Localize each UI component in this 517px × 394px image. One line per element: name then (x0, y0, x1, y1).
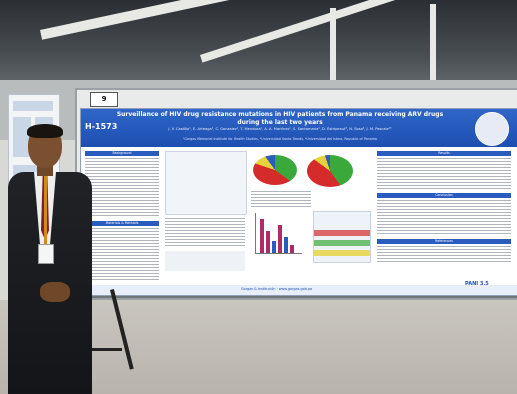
bar (272, 241, 276, 253)
section-heading-results: Results (377, 151, 511, 156)
bar (278, 225, 282, 253)
pani-logo: PANI 3.5 (465, 281, 489, 287)
poster-footer-text: Gorgas & Institución · www.gorgas.gob.pa (241, 287, 313, 291)
bar-chart (255, 213, 302, 254)
section-heading-background: Background (85, 151, 159, 156)
bar (260, 219, 264, 253)
materials-text (85, 228, 159, 280)
institution-logo-icon (475, 112, 509, 146)
table-notes (165, 218, 245, 248)
ceiling-beam (430, 4, 436, 89)
poster-column-2 (165, 151, 247, 271)
poster-footer: Gorgas & Institución · www.gorgas.gob.pa (81, 285, 517, 295)
figure-caption (251, 191, 311, 209)
poster-column-1: Background Materials & Methods (85, 151, 159, 280)
poster-title: Surveillance of HIV drug resistance muta… (116, 111, 444, 126)
poster-id: H-1573 (85, 122, 118, 131)
bar (290, 245, 294, 253)
presenter-lanyard (44, 176, 47, 246)
board-number-label: 9 1572 (90, 92, 118, 116)
background-text (85, 158, 159, 218)
poster-column-3 (251, 151, 371, 279)
pie-chart (253, 155, 297, 185)
easel-brace (72, 348, 122, 351)
section-heading-materials: Materials & Methods (85, 221, 159, 226)
results-table (165, 151, 247, 215)
section-heading-conclusion: Conclusion (377, 193, 511, 198)
poster-institutions: ¹Gorgas Memorial Institute for Health St… (183, 137, 377, 141)
presenter-clasped-hands (40, 282, 70, 302)
bar (284, 237, 288, 253)
presenter-name-badge (38, 244, 54, 264)
pie-chart (307, 155, 353, 187)
poster-authors: J. V. Castillo¹, E. Arteaga¹, C. Gonzale… (168, 127, 392, 131)
results-text (377, 158, 511, 190)
research-poster: H-1573 Surveillance of HIV drug resistan… (80, 108, 517, 296)
small-figure (165, 251, 245, 271)
mutation-table (313, 211, 371, 263)
ceiling-beam (330, 8, 336, 88)
section-heading-references: References (377, 239, 511, 244)
poster-header: H-1573 Surveillance of HIV drug resistan… (81, 109, 517, 147)
poster-column-4: Results Conclusion References (377, 151, 511, 264)
presenter-hair (27, 124, 63, 138)
references-text (377, 246, 511, 264)
conclusion-text (377, 200, 511, 236)
presenter (0, 124, 100, 394)
bar (266, 231, 270, 253)
